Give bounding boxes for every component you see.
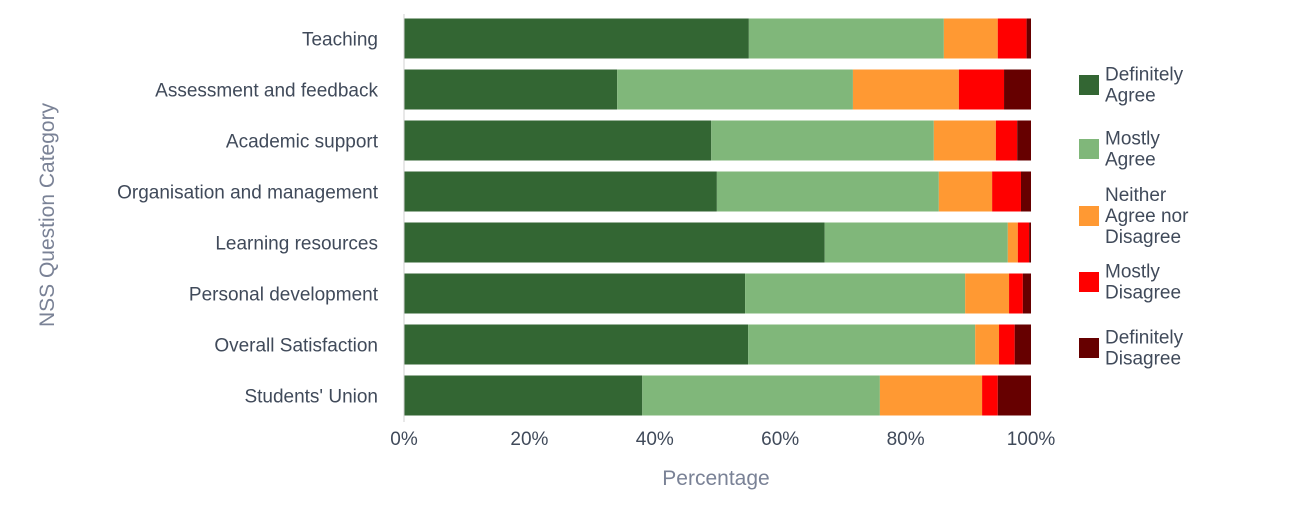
bar-segment (1009, 273, 1023, 314)
category-label: Overall Satisfaction (214, 336, 378, 357)
category-label: Organisation and management (117, 183, 379, 204)
legend-label: Mostly (1105, 262, 1160, 283)
bar-segment (404, 324, 749, 365)
bar-segment (1004, 69, 1031, 110)
bar-segment (999, 324, 1015, 365)
bar-segment (992, 171, 1021, 212)
legend-label: Disagree (1105, 283, 1181, 304)
bar-segment (745, 273, 966, 314)
category-label: Teaching (302, 30, 378, 51)
y-axis-title: NSS Question Category (36, 102, 59, 327)
x-tick-label: 40% (636, 429, 674, 450)
x-tick-label: 0% (390, 429, 418, 450)
bar-segment (997, 375, 1031, 416)
legend-label: Agree (1105, 150, 1156, 171)
bar-segment (975, 324, 1000, 365)
category-label: Assessment and feedback (155, 81, 378, 102)
x-tick-label: 80% (887, 429, 925, 450)
bar-segment (617, 69, 853, 110)
bar-segment (404, 273, 746, 314)
legend-label: Agree (1105, 86, 1156, 107)
x-axis-title: Percentage (662, 467, 769, 490)
legend-label: Agree nor (1105, 206, 1189, 227)
bar-segment (995, 120, 1018, 161)
x-tick-label: 20% (510, 429, 548, 450)
bar-segment (711, 120, 934, 161)
bar-segment (1022, 273, 1031, 314)
bar-segment (852, 69, 959, 110)
bar-segment (933, 120, 996, 161)
category-label: Learning resources (215, 234, 378, 255)
legend-label: Disagree (1105, 349, 1181, 370)
bar-segment (1014, 324, 1031, 365)
bar-segment (404, 375, 643, 416)
bar-segment (716, 171, 939, 212)
bar-segment (958, 69, 1005, 110)
bar-segment (642, 375, 880, 416)
bar-segment (997, 18, 1027, 59)
legend-label: Disagree (1105, 227, 1181, 248)
legend-swatch (1079, 338, 1099, 358)
bar-segment (965, 273, 1010, 314)
bar-segment (404, 120, 712, 161)
category-label: Students' Union (244, 387, 378, 408)
bar-segment (404, 222, 825, 263)
x-tick-label: 100% (1007, 429, 1056, 450)
bar-segment (1020, 171, 1031, 212)
bar-segment (748, 324, 976, 365)
bar-segment (1017, 120, 1031, 161)
bar-segment (982, 375, 998, 416)
bar-segment (879, 375, 983, 416)
bar-segment (1026, 18, 1031, 59)
bar-segment (404, 18, 749, 59)
bar-segment (1007, 222, 1018, 263)
bar-segment (1017, 222, 1030, 263)
bar-segment (943, 18, 998, 59)
category-label: Personal development (189, 285, 379, 306)
bar-segment (748, 18, 944, 59)
legend-label: Definitely (1105, 328, 1184, 349)
legend-swatch (1079, 272, 1099, 292)
legend-label: Mostly (1105, 129, 1160, 150)
x-tick-label: 60% (761, 429, 799, 450)
bar-segment (404, 69, 618, 110)
legend-swatch (1079, 139, 1099, 159)
legend-label: Neither (1105, 185, 1167, 206)
legend-label: Definitely (1105, 65, 1184, 86)
legend-swatch (1079, 75, 1099, 95)
bar-segment (824, 222, 1008, 263)
bar-segment (938, 171, 993, 212)
bar-segment (404, 171, 717, 212)
legend-swatch (1079, 206, 1099, 226)
category-label: Academic support (226, 132, 379, 153)
bar-segment (1029, 222, 1031, 263)
